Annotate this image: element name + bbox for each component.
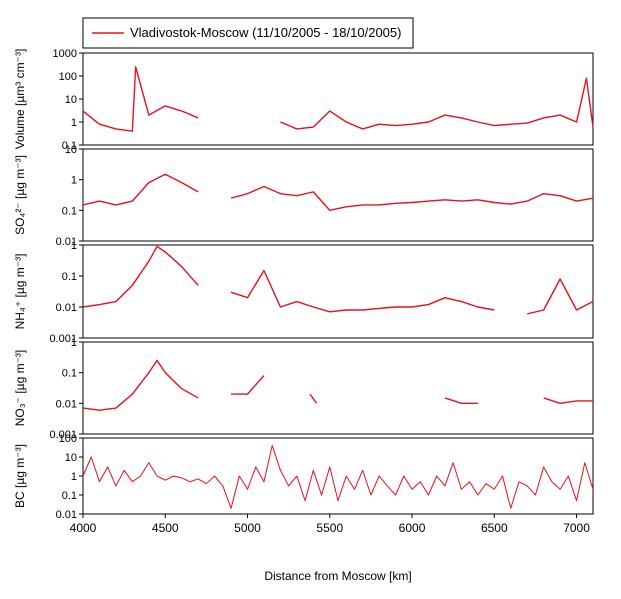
y-tick-label: 1 [71, 240, 77, 252]
x-tick-label: 5500 [316, 521, 343, 535]
x-tick-label: 4500 [152, 521, 179, 535]
x-tick-label: 4000 [70, 521, 97, 535]
x-tick-label: 5000 [234, 521, 261, 535]
y-tick-label: 0.1 [62, 490, 77, 502]
y-tick-label: 1 [71, 471, 77, 483]
plot-frame [82, 437, 594, 515]
data-line [82, 359, 593, 411]
y-tick-label: 1 [71, 117, 77, 129]
y-axis-label: NO₃⁻ [µg m⁻³] [13, 350, 27, 426]
y-tick-label: 10 [65, 452, 77, 464]
y-tick-label: 0.001 [49, 429, 77, 441]
y-tick-label: 10 [65, 94, 77, 106]
plot-frame [82, 341, 594, 435]
plot-frame [82, 52, 594, 146]
y-tick-label: 0.01 [56, 398, 77, 410]
y-tick-label: 0.01 [56, 509, 77, 521]
y-axis-label: NH₄⁺ [µg m⁻³] [13, 254, 27, 330]
y-tick-label: 1000 [53, 48, 77, 60]
y-axis-label: BC [µg m⁻³] [13, 444, 27, 508]
y-tick-label: 0.1 [62, 271, 77, 283]
data-line [82, 445, 594, 509]
x-tick-label: 6000 [399, 521, 426, 535]
y-tick-label: 0.01 [56, 236, 77, 248]
data-line [82, 245, 594, 315]
y-tick-label: 1 [71, 337, 77, 349]
x-tick-label: 7000 [563, 521, 590, 535]
y-tick-label: 100 [59, 71, 77, 83]
y-tick-label: 1 [71, 175, 77, 187]
legend-label: Vladivostok-Moscow (11/10/2005 - 18/10/2… [130, 25, 401, 40]
y-tick-label: 10 [65, 144, 77, 156]
y-tick-label: 0.1 [62, 140, 77, 152]
legend-box [82, 17, 414, 49]
y-tick-label: 0.01 [56, 302, 77, 314]
x-tick-label: 6500 [481, 521, 508, 535]
y-tick-label: 0.1 [62, 205, 77, 217]
y-axis-label: SO₄²⁻ [µg m⁻³] [13, 155, 27, 235]
y-tick-label: 0.001 [49, 333, 77, 345]
data-line [82, 173, 594, 212]
y-axis-label: Volume [µm³ cm⁻³] [13, 49, 27, 150]
plot-frame [82, 148, 594, 242]
x-axis-label: Distance from Moscow [km] [264, 569, 411, 583]
y-tick-label: 100 [59, 433, 77, 445]
y-tick-label: 0.1 [62, 368, 77, 380]
data-line [82, 66, 594, 132]
plot-frame [82, 244, 594, 339]
